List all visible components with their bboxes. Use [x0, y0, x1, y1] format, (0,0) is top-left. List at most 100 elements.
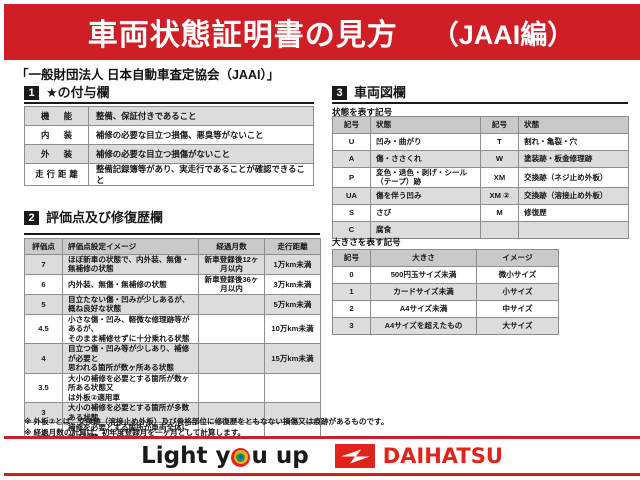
- table-row: 3.5 大小の補修を必要とする箇所が数ヶ所ある状態又 は外板②適用車: [24, 372, 321, 404]
- eval-months-cell: [198, 293, 265, 315]
- symbol-code-left: A: [332, 150, 371, 168]
- eval-distance-cell: [264, 372, 321, 404]
- table-header-row: 記号 状態 記号 状態: [332, 116, 629, 134]
- symbol-state-right: 割れ・亀裂・穴: [518, 133, 629, 151]
- table-row: 4.5 小さな傷・凹み、軽微な修理跡等があるが、 そのまま補修せずに十分乗れる状態 1…: [24, 313, 321, 345]
- brand-name: DAIHATSU: [382, 444, 503, 468]
- rainbow-ring-icon: [231, 447, 251, 467]
- symbol-state-left: 傷・ささくれ: [370, 150, 481, 168]
- symbol-header-cell: 記号: [332, 116, 371, 134]
- header-inner: 車両状態証明書の見方 （JAAI編）: [4, 10, 640, 54]
- size-code-cell: 2: [332, 300, 371, 318]
- eval-score-cell: 7: [24, 254, 63, 275]
- eval-image-cell: 目立たない傷・凹みが少しあるが、概ね良好な状態: [62, 293, 199, 315]
- size-value-cell: A4サイズを超えたもの: [370, 317, 477, 335]
- eval-months-cell: 新車登録後36ヶ月以内: [198, 273, 265, 295]
- symbol-code-right: M: [480, 203, 519, 222]
- symbol-state-left: さび: [370, 203, 481, 222]
- eval-distance-cell: 3万km未満: [264, 273, 321, 295]
- eval-score-cell: 3.5: [24, 372, 63, 404]
- eval-score-cell: 6: [24, 273, 63, 295]
- eval-image-cell: 大小の補修を必要とする箇所が数ヶ所ある状態又 は外板②適用車: [62, 372, 199, 404]
- symbol-header-cell: 状態: [518, 116, 629, 134]
- symbol-state-right: 交換跡（溶接止め外板）: [518, 186, 629, 205]
- eval-score-cell: 3: [24, 402, 63, 424]
- star-grant-table: 機 能整備、保証付きであること内 装補修の必要な目立つ損傷、悪臭等がないこと外 …: [24, 106, 314, 186]
- symbol-code-left: UA: [332, 186, 371, 205]
- condition-symbol-table: 記号 状態 記号 状態 U 凹み・曲がり T 割れ・亀裂・穴 A 傷・ささくれ W 塗装跡・板金修理跡…: [332, 116, 629, 239]
- eval-months-cell: 新車登録後12ヶ月以内: [198, 254, 265, 275]
- table-row: S さび M 修復歴: [332, 203, 629, 222]
- section-heading-3: 3 車両図欄: [332, 86, 406, 100]
- footnote-line-2: ※ 経過月数の計算は、初年度登録月を一ヶ月として計算します。: [24, 428, 246, 438]
- ring-layer-blue: [238, 455, 243, 459]
- section-title-2: 評価点及び修復歴欄: [46, 210, 164, 225]
- symbol-header-cell: 状態: [370, 116, 481, 134]
- symbol-state-right: [518, 220, 629, 239]
- section-rule-3: [332, 102, 628, 104]
- eval-image-cell: 小さな傷・凹み、軽微な修理跡等があるが、 そのまま補修せずに十分乗れる状態: [62, 313, 199, 345]
- condition-symbol-body: 記号 状態 記号 状態 U 凹み・曲がり T 割れ・亀裂・穴 A 傷・ささくれ W 塗装跡・板金修理跡…: [332, 116, 629, 239]
- slogan: Light y u up: [141, 443, 309, 469]
- symbol-state-right: 修復歴: [518, 203, 629, 222]
- eval-distance-cell: 1万km未満: [264, 254, 321, 275]
- symbol-code-left: C: [332, 220, 371, 239]
- size-code-cell: 0: [332, 266, 371, 284]
- star-grant-body: 機 能整備、保証付きであること内 装補修の必要な目立つ損傷、悪臭等がないこと外 …: [24, 106, 314, 186]
- table-row: 7 ほぼ新車の状態で、内外装、無傷・無補修の状態 新車登録後12ヶ月以内 1万km未満: [24, 254, 321, 275]
- ring-layer-yellow: [233, 450, 248, 464]
- symbol-code-right: XM ②: [480, 186, 519, 205]
- size-symbol-body: 記号 大きさ イメージ 0 500円玉サイズ未満 微小サイズ 1 カードサイズ未満 小サイズ 2 A…: [332, 249, 559, 335]
- table-row: 3 大小の補修を必要とする箇所が多数ある状態: [24, 402, 321, 424]
- eval-header-cell: 評価点設定イメージ: [62, 238, 199, 255]
- footer-banner: Light y u up DAIHATSU: [4, 436, 640, 476]
- footnote-line-1: ※ 外板②とは、交換跡（溶接止め外板）及び骨格部位に修復歴をともなない損傷又は痕…: [24, 417, 389, 426]
- eval-image-cell: 内外装、無傷・無補修の状態: [62, 273, 199, 295]
- slogan-text-after: u up: [251, 443, 309, 469]
- section-heading-1: 1 ★の付与欄: [24, 86, 110, 100]
- eval-months-cell: [198, 372, 265, 404]
- star-row-label: 外 装: [24, 144, 89, 164]
- table-row: UA 傷を伴う凹み XM ② 交換跡（溶接止め外板）: [332, 186, 629, 205]
- organization-line: 「一般財団法人 日本自動車査定協会（JAAI）」: [16, 68, 280, 82]
- page-title: 車両状態証明書の見方: [87, 19, 398, 52]
- footer-content: Light y u up DAIHATSU: [4, 439, 640, 473]
- symbol-code-left: P: [332, 167, 371, 188]
- size-header-cell: 大きさ: [370, 249, 477, 267]
- size-value-cell: 500円玉サイズ未満: [370, 266, 477, 284]
- section-title-3: 車両図欄: [354, 85, 407, 100]
- eval-months-cell: [198, 313, 265, 345]
- table-row: 外 装補修の必要な目立つ損傷がないこと: [24, 144, 314, 164]
- section-rule-1: [24, 102, 314, 104]
- table-row: P 変色・退色・剥げ・シール（テープ）跡 XM 交換跡（ネジ止め外板）: [332, 167, 629, 188]
- symbol-state-left: 傷を伴う凹み: [370, 186, 481, 205]
- table-row: 5 目立たない傷・凹みが少しあるが、概ね良好な状態 5万km未満: [24, 293, 321, 315]
- eval-score-cell: 4.5: [24, 313, 63, 345]
- table-row: 0 500円玉サイズ未満 微小サイズ: [332, 266, 559, 284]
- symbol-state-left: 変色・退色・剥げ・シール（テープ）跡: [370, 167, 481, 188]
- symbol-code-right: T: [480, 133, 519, 151]
- eval-image-cell: ほぼ新車の状態で、内外装、無傷・無補修の状態: [62, 254, 199, 275]
- section-number-2: 2: [24, 211, 39, 225]
- star-row-description: 整備、保証付きであること: [88, 106, 314, 126]
- size-header-cell: イメージ: [476, 249, 559, 267]
- eval-header-cell: 評価点: [24, 238, 63, 255]
- size-image-cell: 中サイズ: [476, 300, 559, 318]
- table-row: 4 目立つ傷・凹み等が少しあり、補修が必要と 思われる箇所が数ヶ所ある状態 15万km…: [24, 343, 321, 374]
- section-number-1: 1: [24, 86, 39, 100]
- symbol-state-left: 凹み・曲がり: [370, 133, 481, 151]
- table-row: 1 カードサイズ未満 小サイズ: [332, 283, 559, 301]
- table-header-row: 記号 大きさ イメージ: [332, 249, 559, 267]
- table-header-row: 評価点 評価点設定イメージ 経過月数 走行距離: [24, 238, 321, 255]
- symbol-state-right: 交換跡（ネジ止め外板）: [518, 167, 629, 188]
- table-row: 3 A4サイズを超えたもの 大サイズ: [332, 317, 559, 335]
- eval-header-cell: 経過月数: [198, 238, 265, 255]
- slogan-text-before: Light y: [141, 443, 231, 469]
- eval-months-cell: [198, 343, 265, 374]
- size-value-cell: A4サイズ未満: [370, 300, 477, 318]
- table-row: 6 内外装、無傷・無補修の状態 新車登録後36ヶ月以内 3万km未満: [24, 273, 321, 295]
- header-banner: 車両状態証明書の見方 （JAAI編）: [4, 4, 640, 60]
- eval-image-cell: 大小の補修を必要とする箇所が多数ある状態: [62, 402, 199, 424]
- table-row: 走行距離 整備記録簿等があり、実走行であることが確認できること: [24, 163, 314, 186]
- eval-distance-cell: 5万km未満: [264, 293, 321, 315]
